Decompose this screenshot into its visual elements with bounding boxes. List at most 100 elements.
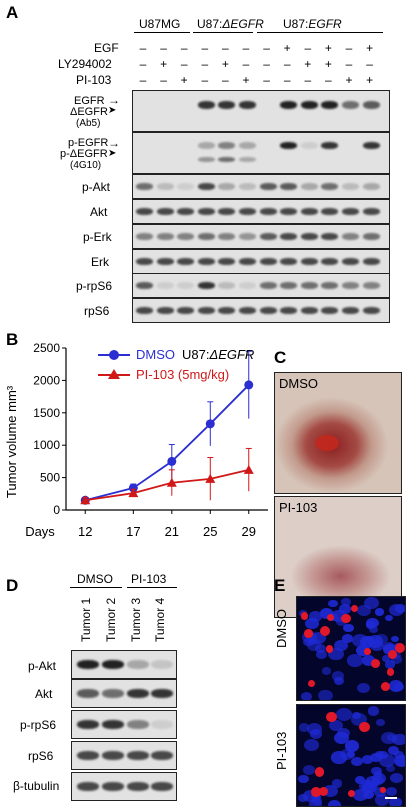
cond-label-egf: EGF <box>94 41 119 55</box>
photo-pi103-label: PI-103 <box>279 500 318 515</box>
legend-label-dmso: DMSO <box>136 347 175 362</box>
band-prps6-0-11 <box>362 281 380 289</box>
blot-label-pakt: p-Akt <box>82 180 111 194</box>
nucleus-dot <box>315 644 327 654</box>
band-rps6-0-3 <box>197 306 215 314</box>
nucleus-dot <box>369 625 379 633</box>
band-rps6-0-6 <box>259 306 277 314</box>
nucleus-dot <box>327 599 338 608</box>
cond-r2-lane4: – <box>222 73 229 87</box>
scale-bar <box>385 797 397 799</box>
band-akt-0-5 <box>239 207 256 215</box>
chart-ylabel: Tumor volume mm³ <box>4 385 19 498</box>
cond-r2-lane8: – <box>304 73 312 87</box>
nucleus-dot <box>388 746 400 756</box>
blot-label-d-prps6: p-rpS6 <box>20 718 57 732</box>
nucleus-dot <box>320 608 334 619</box>
nucleus-dot <box>312 797 323 806</box>
band-d-rps6-1 <box>102 751 124 760</box>
band-erk-0-3 <box>197 257 215 265</box>
cond-r2-lane3: – <box>201 73 209 87</box>
arrowhead-degfr-icon: ➤ <box>108 105 117 116</box>
if-label-pi103: PI-103 <box>274 731 289 770</box>
nucleus-dot <box>373 787 386 797</box>
nucleus-dot <box>333 639 349 652</box>
band-pegfr-0-4 <box>218 141 236 149</box>
band-pegfr-0-8 <box>300 141 318 149</box>
cond-r1-lane3: – <box>201 57 209 71</box>
band-d-pakt-2 <box>127 660 149 669</box>
cond-label-pi103: PI-103 <box>76 73 112 87</box>
nucleus-dot <box>327 799 342 806</box>
band-rps6-0-7 <box>280 306 298 314</box>
cond-r0-lane7: + <box>283 41 291 55</box>
nucleus-dot <box>342 623 354 633</box>
red-cell-dot <box>318 786 329 797</box>
band-prps6-0-8 <box>300 281 318 289</box>
band-rps6-0-10 <box>342 306 359 314</box>
point-pi103-17 <box>128 488 139 498</box>
band-perk-0-7 <box>280 232 298 240</box>
group-u87mg: U87MG <box>139 17 181 31</box>
point-dmso-17 <box>128 483 138 493</box>
nucleus-dot <box>374 794 390 806</box>
red-cell-dot <box>300 612 309 621</box>
band-erk-0-2 <box>177 257 195 265</box>
blot-strip-perk <box>132 224 390 249</box>
cond-r0-lane0: – <box>139 41 147 55</box>
band-d-prps6-2 <box>127 720 149 729</box>
legend-cellline-suffix: ΔEGFR <box>209 347 255 362</box>
band-d-btubulin-0 <box>77 782 99 791</box>
band-d-pakt-3 <box>151 660 173 669</box>
arrow-egfr-icon: → <box>108 93 120 107</box>
nucleus-dot <box>306 639 321 651</box>
blot-label-akt: Akt <box>90 205 108 219</box>
blot-d-strip-akt <box>71 679 177 708</box>
band-erk-0-10 <box>342 257 359 265</box>
red-cell-dot <box>304 629 313 638</box>
panel-a-letter: A <box>6 3 19 22</box>
panel-b-letter: B <box>6 330 19 349</box>
band-egfr-0-5 <box>239 101 256 109</box>
point-pi103-25 <box>205 473 216 483</box>
band-egfr-0-8 <box>300 101 318 109</box>
cond-r1-lane11: – <box>366 57 373 71</box>
band-pakt-0-3 <box>197 182 215 190</box>
blot-strip-egfr <box>132 90 390 132</box>
cond-r1-lane0: – <box>139 57 147 71</box>
band-d-btubulin-1 <box>102 782 124 791</box>
band-prps6-0-10 <box>342 281 359 289</box>
x-tick-label-12: 12 <box>78 524 92 539</box>
red-cell-dot <box>364 648 371 655</box>
cond-label-ly294002: LY294002 <box>58 57 112 71</box>
band-perk-0-6 <box>259 232 277 240</box>
red-cell-dot <box>386 668 395 677</box>
nucleus-dot <box>354 775 365 784</box>
legend-marker-pi103 <box>108 369 120 379</box>
nucleus-dot <box>338 604 352 614</box>
red-cell-dot <box>326 711 337 723</box>
nucleus-dot <box>392 733 405 746</box>
nucleus-dot <box>335 708 352 721</box>
nucleus-dot <box>356 644 370 656</box>
band-d-akt-1 <box>102 689 124 698</box>
band-erk-0-5 <box>239 257 256 265</box>
band-pakt-0-9 <box>321 182 339 190</box>
cond-r2-lane5: + <box>242 73 250 87</box>
nucleus-dot <box>369 752 382 763</box>
cond-r1-lane7: – <box>283 57 291 71</box>
cond-r1-lane6: – <box>263 57 270 71</box>
band-akt-0-4 <box>218 207 236 215</box>
group-u87-degfr-suffix: ΔEGFR <box>222 17 264 31</box>
blot-label-rps6: rpS6 <box>84 304 110 318</box>
band-d-btubulin-2 <box>127 782 149 791</box>
band-pakt-0-1 <box>156 182 174 190</box>
nucleus-dot <box>374 771 383 778</box>
red-cell-dot <box>307 679 316 688</box>
nucleus-dot <box>352 788 368 801</box>
band-d-prps6-0 <box>77 720 99 729</box>
cond-r1-lane8: + <box>304 57 312 71</box>
panel-d-letter: D <box>6 576 19 595</box>
cond-r0-lane2: – <box>180 41 188 55</box>
if-image-pi103 <box>296 704 406 807</box>
